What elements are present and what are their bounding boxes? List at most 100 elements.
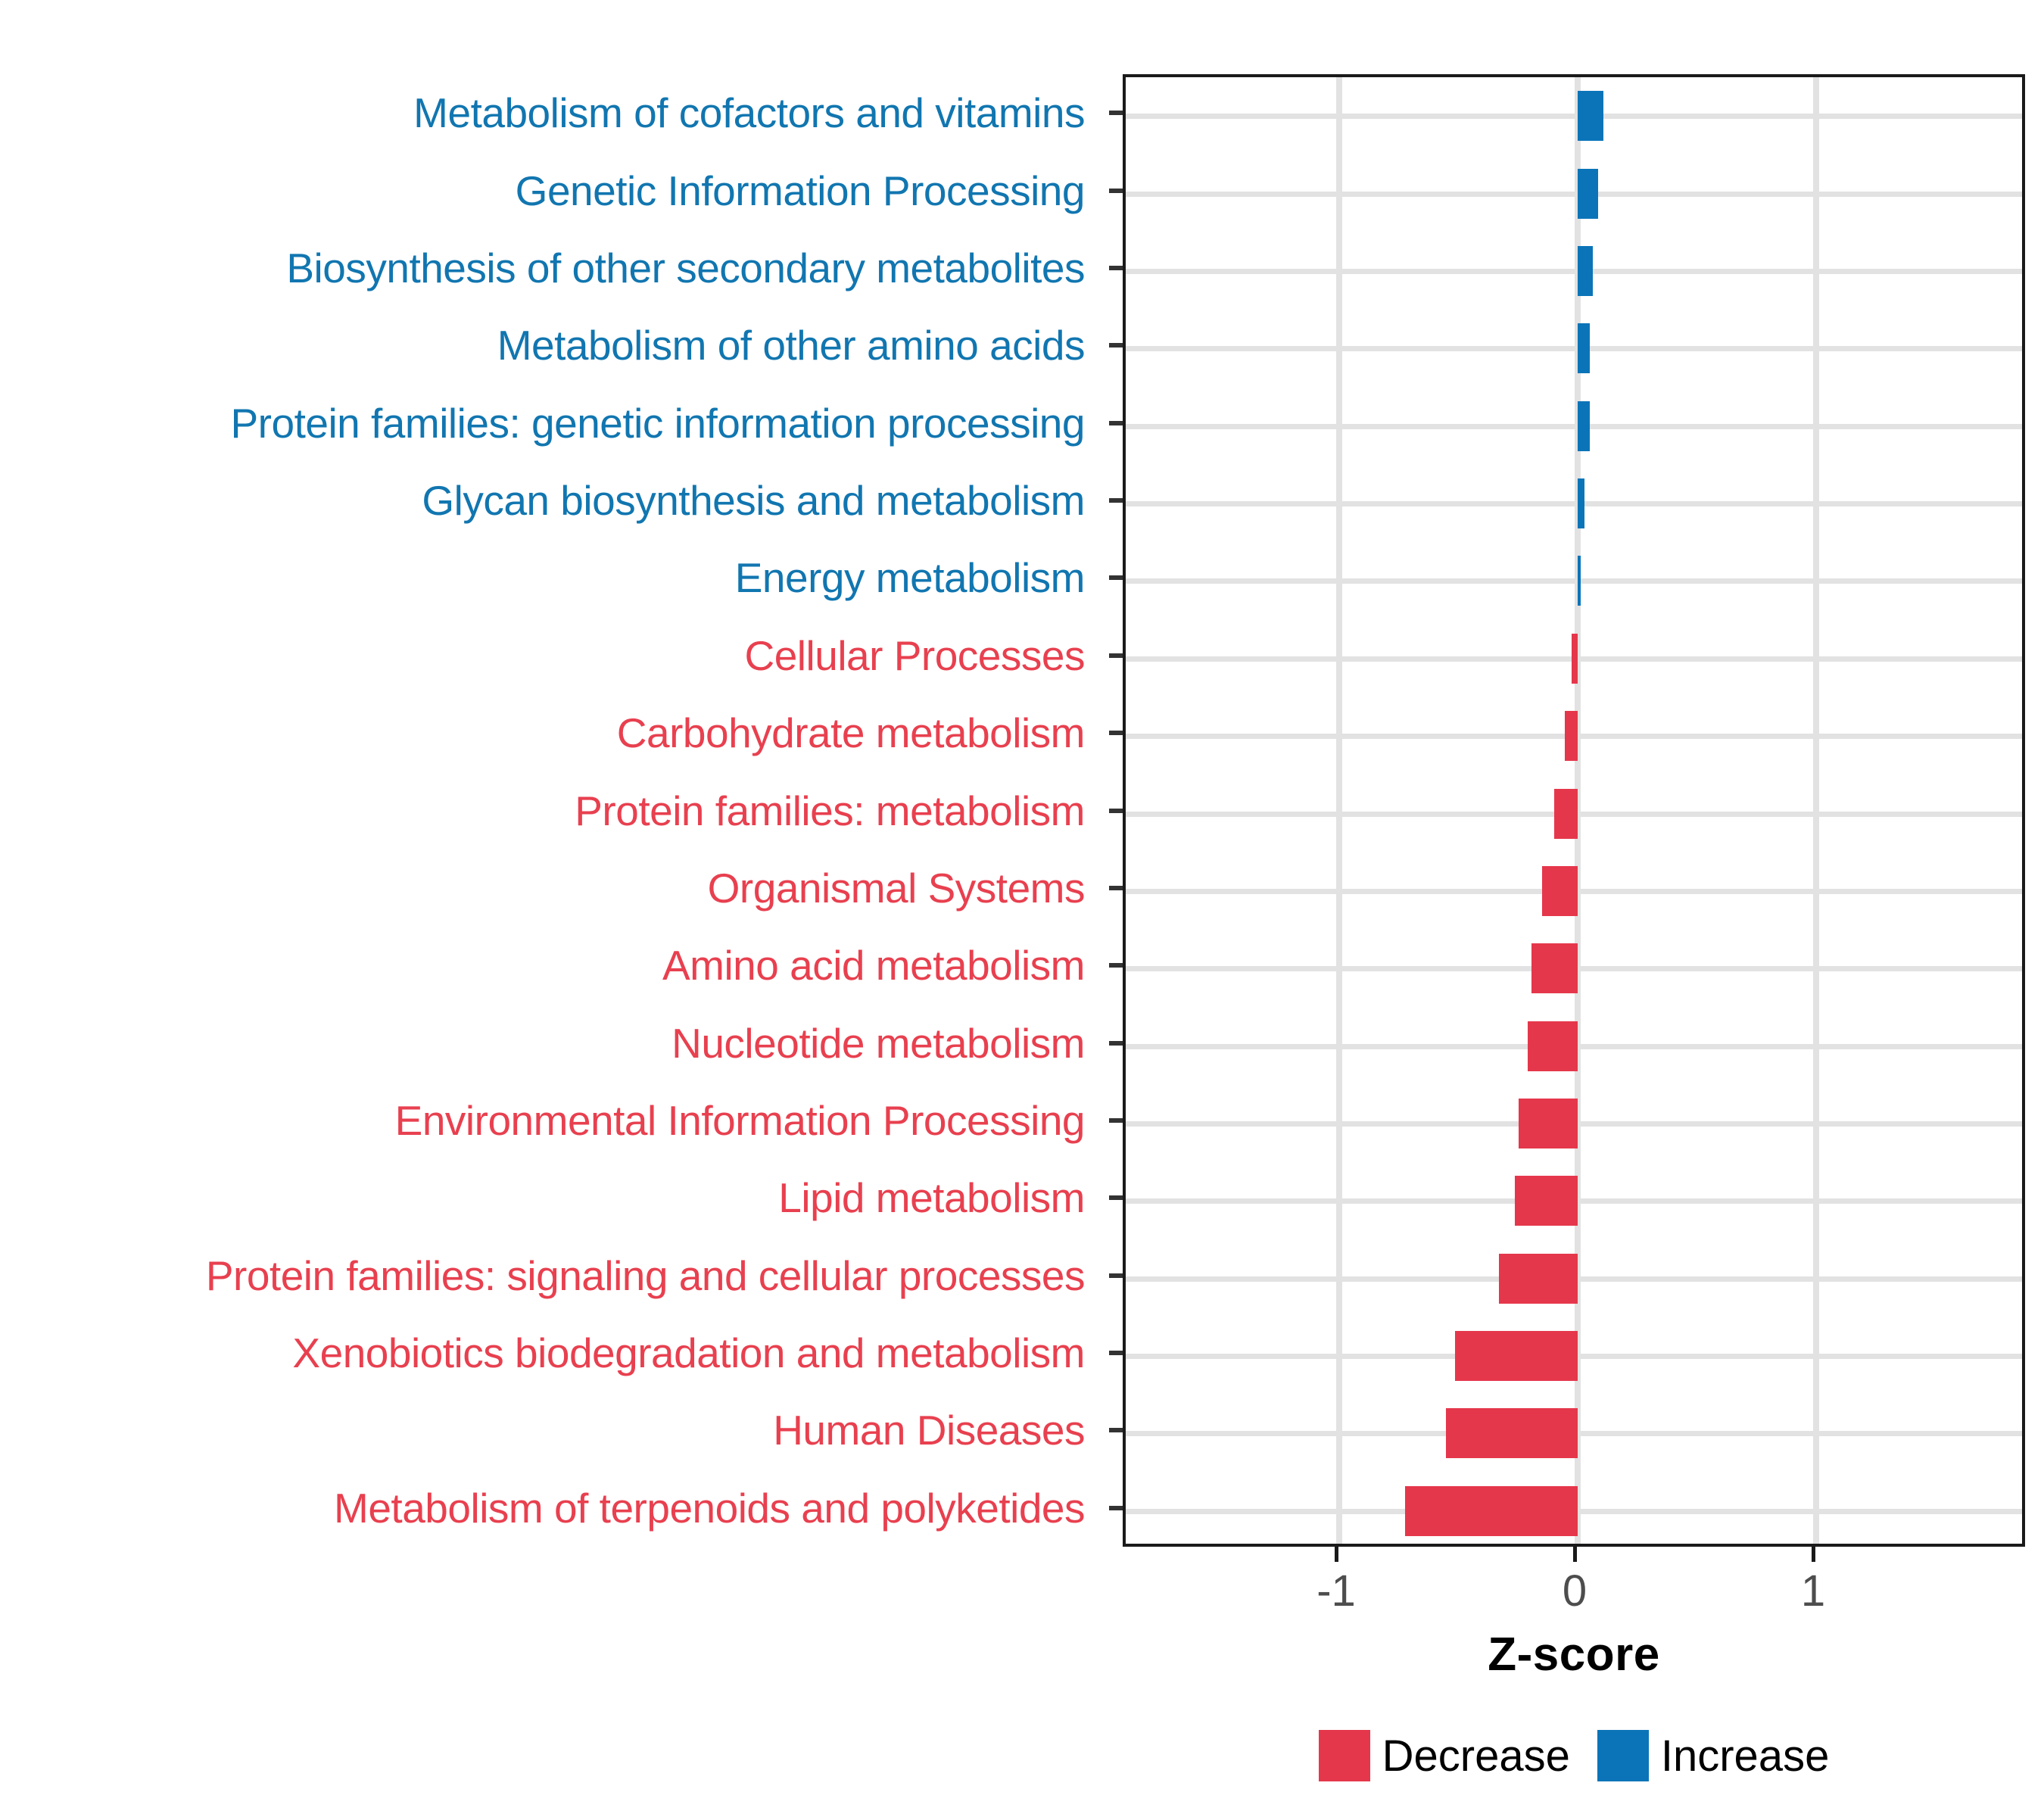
y-axis-category-label: Protein families: metabolism	[575, 787, 1085, 834]
x-axis-title: Z-score	[1488, 1628, 1660, 1681]
y-axis-label-row: Protein families: signaling and cellular…	[206, 1254, 1101, 1298]
y-axis-tick	[1109, 1428, 1123, 1433]
y-gridline	[1126, 114, 2022, 120]
y-axis-category-label: Genetic Information Processing	[515, 167, 1086, 214]
bar-increase	[1578, 556, 1581, 606]
y-axis-tick	[1109, 498, 1123, 503]
y-axis-category-label: Protein families: genetic information pr…	[230, 399, 1085, 447]
y-axis-tick	[1109, 1505, 1123, 1510]
bar-decrease	[1519, 1098, 1578, 1148]
y-axis-label-row: Protein families: metabolism	[575, 789, 1101, 833]
y-axis-category-label: Nucleotide metabolism	[671, 1019, 1085, 1067]
y-axis-tick	[1109, 885, 1123, 890]
y-axis-tick	[1109, 111, 1123, 116]
y-axis-label-row: Environmental Information Processing	[395, 1099, 1101, 1142]
legend-swatch-decrease	[1318, 1730, 1370, 1781]
legend-swatch-increase	[1597, 1730, 1649, 1781]
y-axis-label-row: Amino acid metabolism	[662, 943, 1101, 987]
y-axis-tick	[1109, 1351, 1123, 1356]
y-axis-category-label: Xenobiotics biodegradation and metabolis…	[292, 1329, 1085, 1377]
bar-decrease	[1455, 1331, 1578, 1382]
bar-increase	[1578, 323, 1591, 374]
y-axis-tick	[1109, 653, 1123, 658]
y-gridline	[1126, 191, 2022, 197]
bar-decrease	[1564, 711, 1578, 762]
y-axis-tick	[1109, 1117, 1123, 1123]
y-axis-category-label: Human Diseases	[773, 1407, 1085, 1454]
legend-label: Decrease	[1382, 1731, 1570, 1781]
y-axis-category-label: Metabolism of cofactors and vitamins	[413, 89, 1085, 137]
y-axis-tick	[1109, 420, 1123, 425]
bar-decrease	[1553, 788, 1578, 839]
bar-increase	[1578, 400, 1590, 451]
plot-panel	[1123, 74, 2025, 1547]
y-axis-label-row: Biosynthesis of other secondary metaboli…	[286, 246, 1101, 290]
y-axis-label-row: Cellular Processes	[744, 634, 1101, 678]
y-gridline	[1126, 501, 2022, 507]
y-axis-tick	[1109, 343, 1123, 348]
y-axis-category-label: Glycan biosynthesis and metabolism	[422, 477, 1085, 525]
x-gridline	[1336, 77, 1342, 1544]
y-axis-label-row: Nucleotide metabolism	[671, 1021, 1101, 1065]
y-axis-label-row: Metabolism of cofactors and vitamins	[413, 91, 1101, 135]
y-axis-label-row: Metabolism of terpenoids and polyketides	[334, 1486, 1101, 1530]
y-axis-tick	[1109, 188, 1123, 193]
y-axis-label-row: Lipid metabolism	[778, 1176, 1101, 1220]
x-gridline	[1813, 77, 1819, 1544]
y-axis-label-row: Organismal Systems	[708, 866, 1101, 910]
bar-decrease	[1404, 1485, 1578, 1536]
x-axis-tick-label: 1	[1800, 1566, 1826, 1616]
x-axis-tick	[1573, 1547, 1577, 1562]
y-axis-label-row: Energy metabolism	[735, 556, 1101, 600]
y-axis-tick	[1109, 265, 1123, 270]
y-axis-category-label: Cellular Processes	[744, 631, 1085, 679]
bar-decrease	[1528, 1021, 1578, 1071]
x-axis-tick-label: 0	[1562, 1566, 1588, 1616]
y-gridline	[1126, 578, 2022, 584]
bar-decrease	[1514, 1176, 1578, 1226]
y-axis-category-label: Protein families: signaling and cellular…	[205, 1251, 1086, 1299]
y-axis-tick	[1109, 1040, 1123, 1046]
bar-increase	[1578, 91, 1604, 142]
y-axis-tick	[1109, 1195, 1123, 1201]
y-axis-category-label: Amino acid metabolism	[662, 942, 1086, 990]
y-axis-category-labels: Metabolism of cofactors and vitamins Gene…	[0, 74, 1101, 1530]
y-axis-label-row: Glycan biosynthesis and metabolism	[422, 478, 1101, 522]
x-gridline	[1575, 77, 1581, 1544]
bar-decrease	[1572, 633, 1578, 684]
x-axis-tick	[1335, 1547, 1338, 1562]
y-axis-tick	[1109, 808, 1123, 813]
y-axis-tick	[1109, 963, 1123, 968]
bar-increase	[1578, 478, 1585, 529]
y-axis-category-label: Energy metabolism	[734, 554, 1086, 602]
y-axis-label-row: Human Diseases	[773, 1408, 1101, 1452]
chart-legend: Decrease Increase	[1123, 1730, 2025, 1781]
y-gridline	[1126, 423, 2022, 429]
x-axis-tick	[1812, 1547, 1815, 1562]
y-axis-category-label: Biosynthesis of other secondary metaboli…	[286, 244, 1085, 291]
y-axis-label-row: Metabolism of other amino acids	[497, 323, 1101, 367]
y-axis-category-label: Environmental Information Processing	[394, 1096, 1086, 1144]
legend-item-decrease: Decrease	[1318, 1730, 1570, 1781]
bar-decrease	[1541, 865, 1578, 916]
y-axis-category-label: Organismal Systems	[707, 864, 1086, 912]
legend-label: Increase	[1660, 1731, 1830, 1781]
bar-increase	[1578, 168, 1599, 219]
y-gridline	[1126, 268, 2022, 274]
y-axis-category-label: Metabolism of other amino acids	[497, 322, 1086, 369]
y-axis-category-label: Carbohydrate metabolism	[616, 709, 1086, 757]
y-axis-tick	[1109, 1273, 1123, 1278]
y-axis-tick	[1109, 575, 1123, 581]
bar-decrease	[1499, 1253, 1578, 1304]
y-axis-label-row: Carbohydrate metabolism	[617, 711, 1101, 755]
y-axis-label-row: Xenobiotics biodegradation and metabolis…	[292, 1331, 1101, 1375]
y-axis-label-row: Genetic Information Processing	[516, 169, 1101, 213]
y-axis-category-label: Metabolism of terpenoids and polyketides	[334, 1484, 1085, 1532]
bar-decrease	[1446, 1408, 1578, 1459]
legend-item-increase: Increase	[1597, 1730, 1829, 1781]
y-gridline	[1126, 346, 2022, 352]
y-axis-tick	[1109, 731, 1123, 736]
y-axis-label-row: Protein families: genetic information pr…	[230, 401, 1101, 445]
bar-decrease	[1531, 943, 1578, 994]
